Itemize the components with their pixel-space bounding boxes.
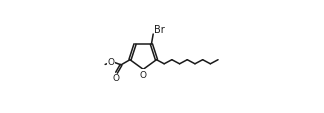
Text: O: O: [140, 70, 147, 79]
Text: O: O: [112, 74, 120, 83]
Text: Br: Br: [154, 24, 165, 34]
Text: O: O: [108, 58, 114, 67]
